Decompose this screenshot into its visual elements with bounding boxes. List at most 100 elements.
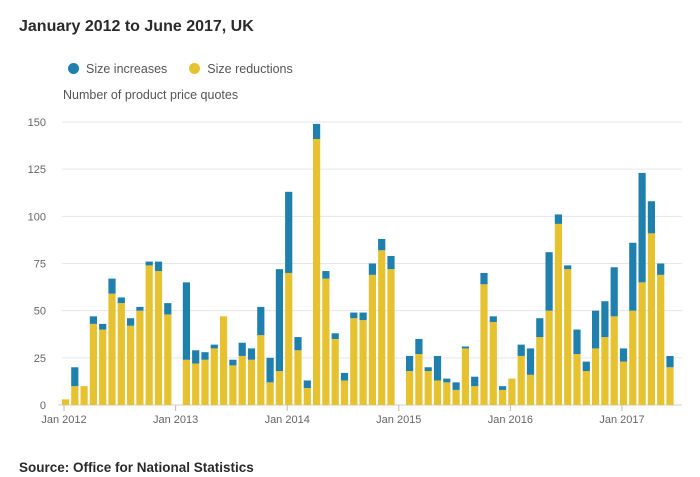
bar-increases[interactable] xyxy=(619,348,628,362)
bar-reductions[interactable] xyxy=(619,361,628,405)
bar-reductions[interactable] xyxy=(275,371,283,405)
bar-increases[interactable] xyxy=(545,252,553,311)
bar-reductions[interactable] xyxy=(99,329,107,405)
bar-reductions[interactable] xyxy=(564,269,572,405)
bar-increases[interactable] xyxy=(526,348,535,375)
bar-reductions[interactable] xyxy=(80,386,88,405)
bar-increases[interactable] xyxy=(378,238,386,251)
bar-increases[interactable] xyxy=(657,263,665,275)
bar-increases[interactable] xyxy=(638,172,646,283)
bar-reductions[interactable] xyxy=(220,316,228,405)
bar-increases[interactable] xyxy=(229,359,237,366)
bar-reductions[interactable] xyxy=(313,138,321,406)
bar-increases[interactable] xyxy=(452,382,460,390)
bar-reductions[interactable] xyxy=(387,269,395,405)
bar-increases[interactable] xyxy=(461,346,469,349)
bar-reductions[interactable] xyxy=(508,378,516,405)
bar-increases[interactable] xyxy=(666,355,674,368)
bar-increases[interactable] xyxy=(471,376,479,387)
bar-increases[interactable] xyxy=(210,344,218,349)
bar-reductions[interactable] xyxy=(480,284,488,405)
bar-reductions[interactable] xyxy=(71,386,79,405)
bar-increases[interactable] xyxy=(154,261,163,272)
bar-increases[interactable] xyxy=(499,386,507,390)
bar-reductions[interactable] xyxy=(415,354,423,405)
bar-increases[interactable] xyxy=(238,342,246,356)
bar-reductions[interactable] xyxy=(164,314,172,405)
bar-increases[interactable] xyxy=(71,367,79,387)
bar-reductions[interactable] xyxy=(489,321,497,405)
bar-reductions[interactable] xyxy=(331,338,339,405)
bar-reductions[interactable] xyxy=(629,310,637,405)
bar-reductions[interactable] xyxy=(657,274,665,405)
bar-reductions[interactable] xyxy=(61,399,70,405)
bar-increases[interactable] xyxy=(554,214,562,224)
bar-increases[interactable] xyxy=(340,372,349,381)
bar-increases[interactable] xyxy=(127,318,135,326)
bar-reductions[interactable] xyxy=(117,303,125,405)
bar-increases[interactable] xyxy=(564,265,572,270)
bar-reductions[interactable] xyxy=(666,367,674,405)
legend-item-reductions[interactable]: Size reductions xyxy=(189,62,293,76)
bar-increases[interactable] xyxy=(517,344,525,356)
bar-reductions[interactable] xyxy=(499,389,507,405)
bar-increases[interactable] xyxy=(536,318,544,338)
bar-reductions[interactable] xyxy=(517,355,525,405)
bar-increases[interactable] xyxy=(350,312,358,319)
bar-increases[interactable] xyxy=(331,333,339,339)
bar-increases[interactable] xyxy=(359,312,367,321)
bar-reductions[interactable] xyxy=(368,274,376,405)
bar-reductions[interactable] xyxy=(145,265,153,405)
bar-reductions[interactable] xyxy=(247,359,256,405)
bar-increases[interactable] xyxy=(610,267,618,317)
bar-increases[interactable] xyxy=(489,316,497,322)
bar-reductions[interactable] xyxy=(89,323,97,405)
bar-reductions[interactable] xyxy=(452,389,460,405)
bar-reductions[interactable] xyxy=(192,363,200,405)
bar-reductions[interactable] xyxy=(378,250,386,405)
bar-increases[interactable] xyxy=(303,380,311,389)
bar-reductions[interactable] xyxy=(257,335,265,405)
bar-reductions[interactable] xyxy=(285,272,293,405)
bar-reductions[interactable] xyxy=(238,355,246,405)
bar-increases[interactable] xyxy=(406,355,414,372)
bar-reductions[interactable] xyxy=(638,282,646,405)
bar-increases[interactable] xyxy=(424,367,432,372)
bar-increases[interactable] xyxy=(387,255,395,270)
bar-reductions[interactable] xyxy=(340,380,349,405)
bar-reductions[interactable] xyxy=(610,316,618,405)
bar-reductions[interactable] xyxy=(526,374,535,405)
bar-increases[interactable] xyxy=(647,201,655,234)
bar-reductions[interactable] xyxy=(433,380,442,405)
bar-increases[interactable] xyxy=(164,303,172,315)
bar-increases[interactable] xyxy=(294,337,302,351)
bar-increases[interactable] xyxy=(480,272,488,285)
bar-reductions[interactable] xyxy=(443,382,451,405)
bar-reductions[interactable] xyxy=(322,278,330,405)
bar-reductions[interactable] xyxy=(127,325,135,405)
bar-increases[interactable] xyxy=(415,338,423,355)
bar-reductions[interactable] xyxy=(471,386,479,405)
bar-increases[interactable] xyxy=(192,350,200,364)
bar-reductions[interactable] xyxy=(647,233,655,405)
bar-reductions[interactable] xyxy=(359,320,367,405)
bar-reductions[interactable] xyxy=(154,271,163,405)
bar-reductions[interactable] xyxy=(554,223,562,405)
bar-increases[interactable] xyxy=(592,310,600,349)
bar-reductions[interactable] xyxy=(210,348,218,405)
bar-reductions[interactable] xyxy=(582,371,590,405)
bar-increases[interactable] xyxy=(601,301,609,338)
bar-reductions[interactable] xyxy=(592,348,600,405)
bar-increases[interactable] xyxy=(433,355,442,381)
bar-increases[interactable] xyxy=(573,329,581,355)
bar-increases[interactable] xyxy=(266,357,274,383)
bar-increases[interactable] xyxy=(182,282,190,360)
bar-increases[interactable] xyxy=(322,271,330,279)
bar-increases[interactable] xyxy=(89,316,97,324)
bar-reductions[interactable] xyxy=(303,388,311,405)
legend-item-increases[interactable]: Size increases xyxy=(68,62,167,76)
bar-reductions[interactable] xyxy=(294,350,302,405)
bar-increases[interactable] xyxy=(99,323,107,330)
bar-reductions[interactable] xyxy=(424,371,432,405)
bar-reductions[interactable] xyxy=(406,371,414,405)
